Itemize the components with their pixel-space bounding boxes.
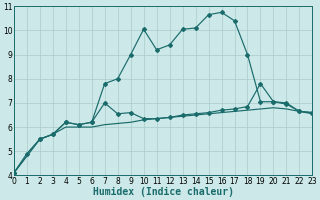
X-axis label: Humidex (Indice chaleur): Humidex (Indice chaleur) [92,187,234,197]
